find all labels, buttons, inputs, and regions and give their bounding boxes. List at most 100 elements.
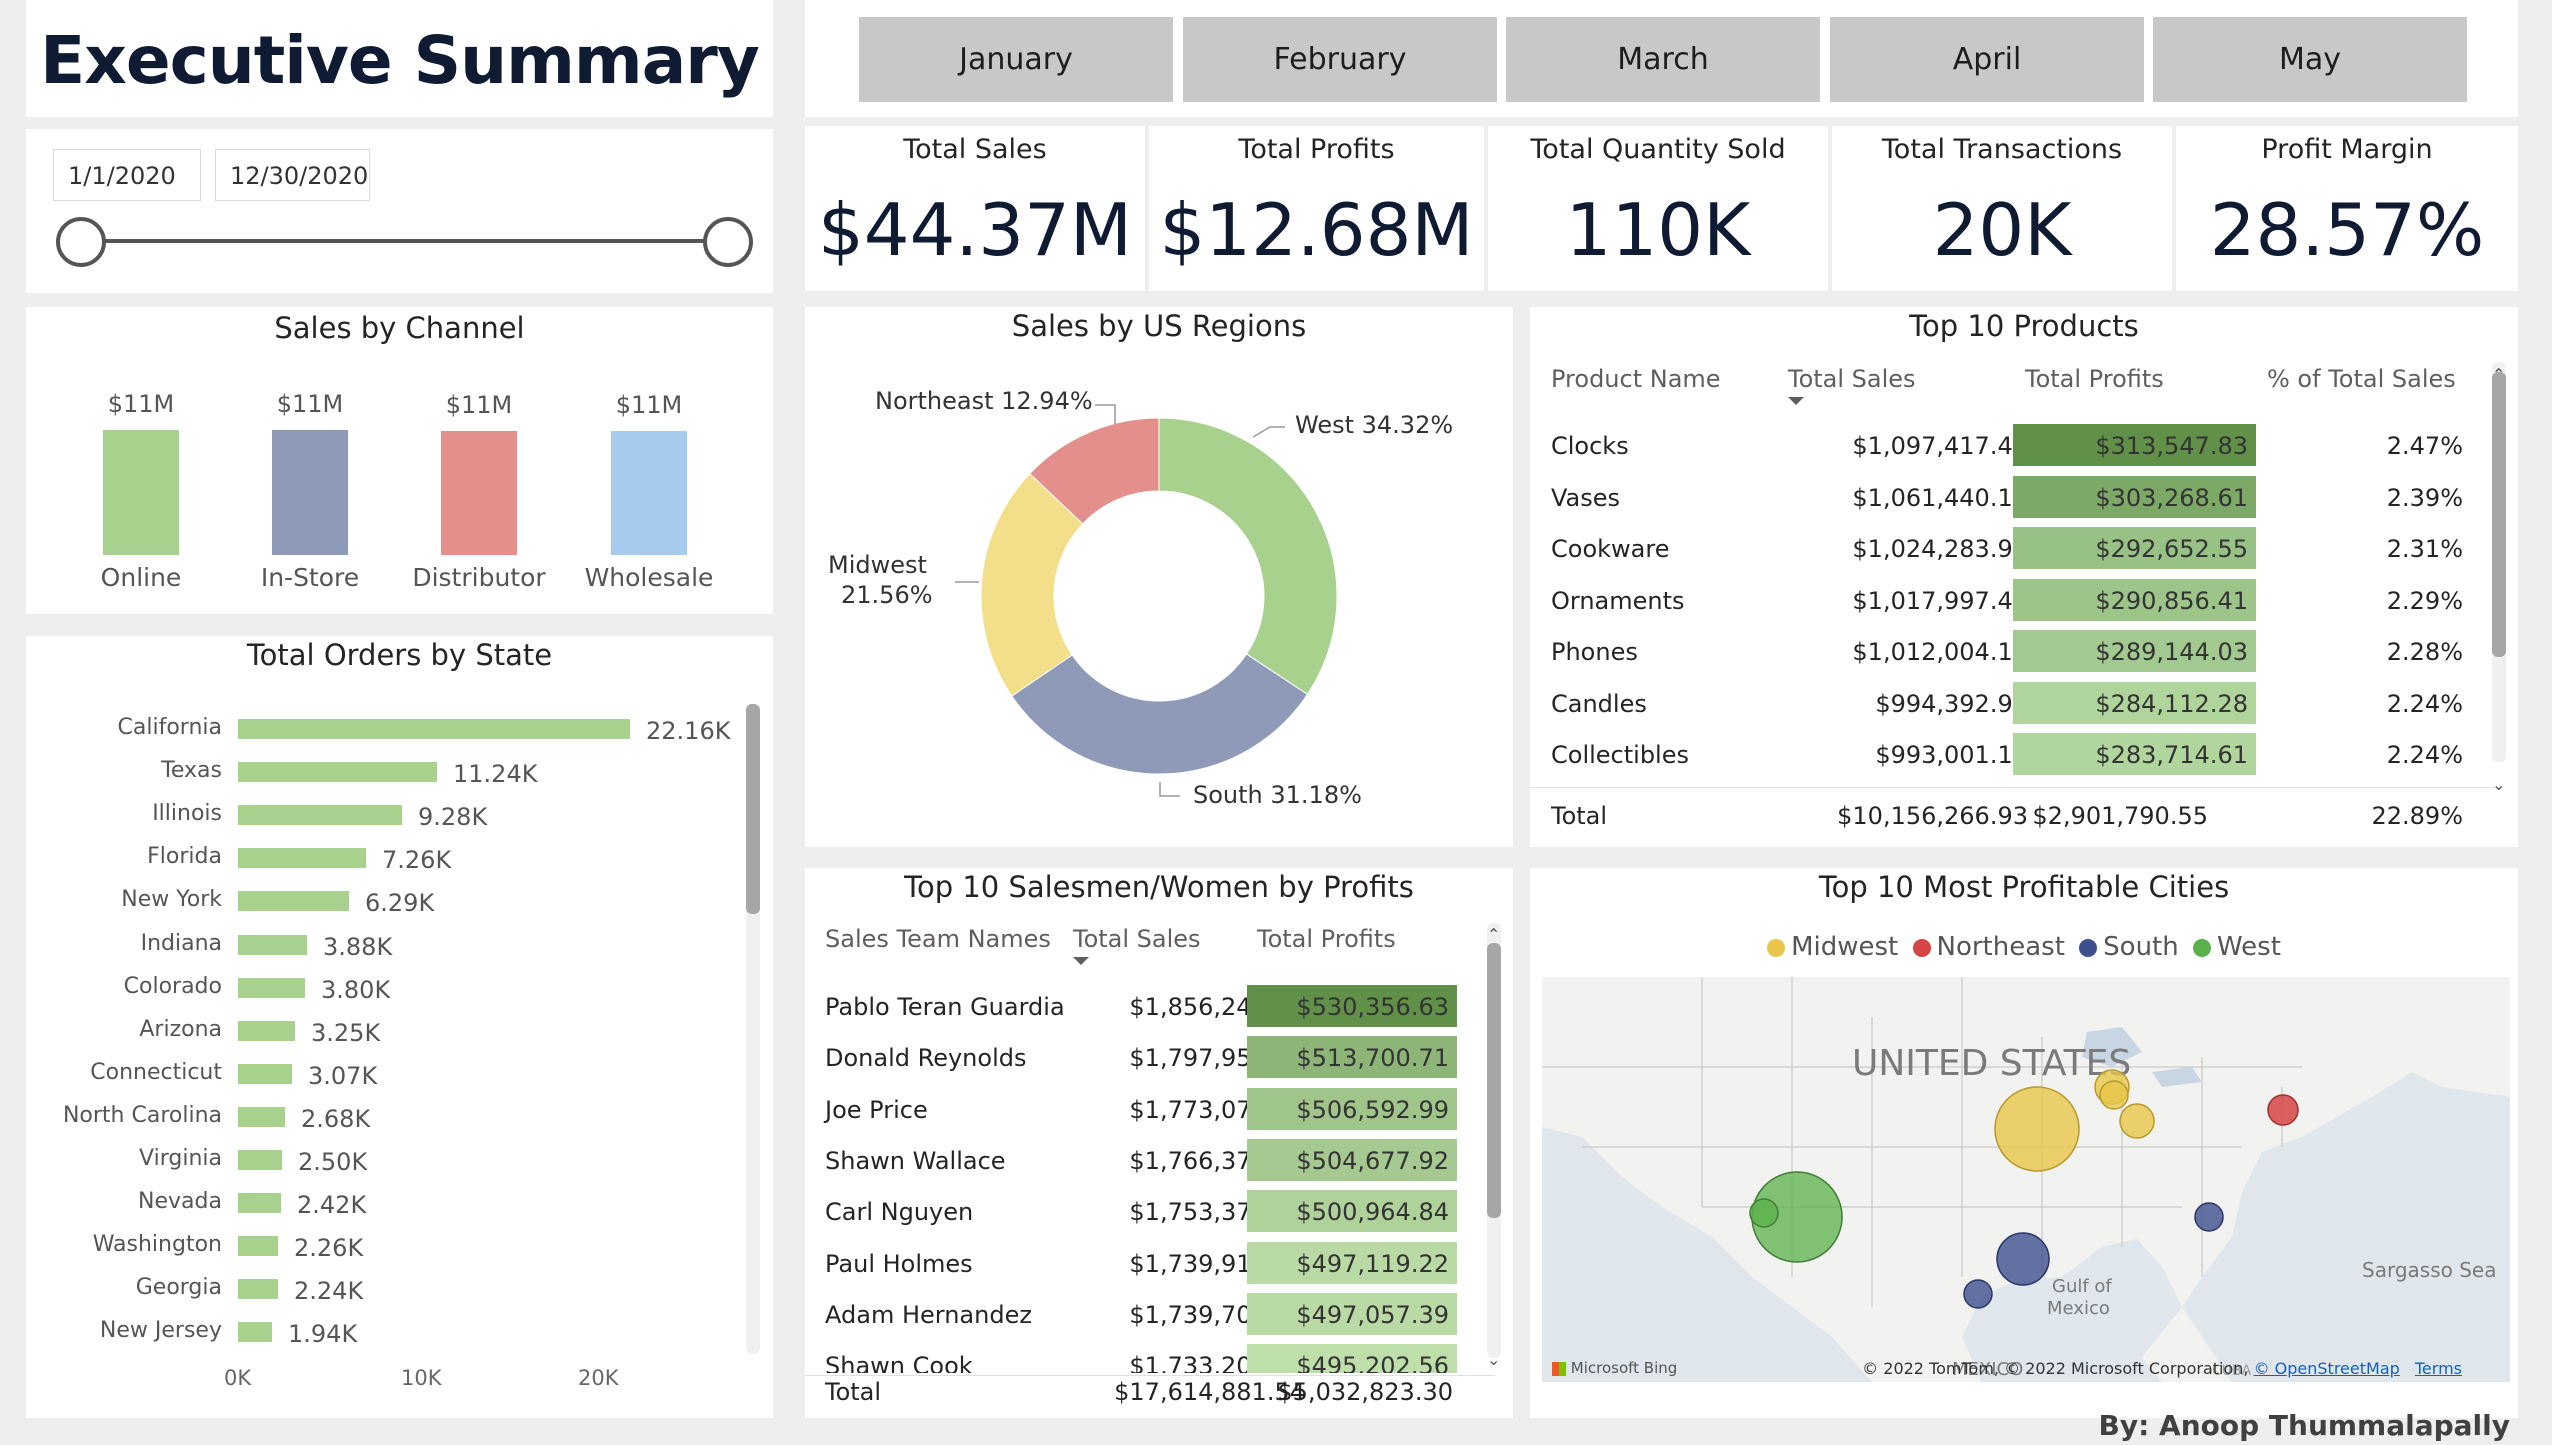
salesperson-name-cell: Paul Holmes: [825, 1249, 973, 1278]
title-panel: Executive Summary: [26, 0, 773, 117]
channel-bar[interactable]: [103, 430, 179, 555]
donut-slice-midwest[interactable]: [980, 472, 1084, 697]
legend-item-west[interactable]: West: [2193, 932, 2281, 962]
scroll-down-icon[interactable]: ⌄: [1487, 1350, 1501, 1369]
scrollbar-thumb[interactable]: [746, 704, 760, 914]
date-slider-track[interactable]: [84, 239, 734, 243]
scrollbar[interactable]: [2492, 362, 2506, 762]
legend-item-south[interactable]: South: [2079, 932, 2179, 962]
product-name-cell: Vases: [1551, 483, 1621, 512]
openstreetmap-link[interactable]: © OpenStreetMap: [2253, 1359, 2400, 1378]
channel-value-label: $11M: [107, 390, 175, 418]
state-bar[interactable]: [238, 848, 366, 869]
state-value-label: 3.07K: [308, 1061, 378, 1090]
terms-link[interactable]: Terms: [2414, 1359, 2462, 1378]
product-profit-cell: $292,652.55: [2013, 527, 2256, 569]
total-sales: $17,614,881.54: [1114, 1378, 1305, 1406]
col-header-sales-team[interactable]: Sales Team Names: [825, 925, 1051, 953]
slider-end-handle[interactable]: [703, 217, 753, 267]
channel-value-label: $11M: [615, 391, 683, 419]
city-bubble-south[interactable]: [2194, 1202, 2224, 1232]
salesperson-name-cell: Carl Nguyen: [825, 1198, 974, 1227]
sort-desc-icon[interactable]: [1788, 397, 1804, 405]
map-label-gulf-2: Mexico: [2047, 1298, 2110, 1319]
city-bubble-northeast[interactable]: [2267, 1094, 2299, 1126]
state-bar[interactable]: [238, 977, 305, 998]
legend-item-northeast[interactable]: Northeast: [1912, 932, 2065, 962]
slider-start-handle[interactable]: [56, 217, 106, 267]
state-bar[interactable]: [238, 891, 349, 912]
map-canvas[interactable]: UNITED STATES Gulf of Mexico Sargasso Se…: [1542, 977, 2510, 1382]
legend-item-midwest[interactable]: Midwest: [1767, 932, 1898, 962]
end-date-input[interactable]: 12/30/2020: [215, 149, 370, 201]
col-header-total-profits[interactable]: Total Profits: [1257, 925, 1396, 953]
kpi-card-total-sales: Total Sales $44.37M: [805, 126, 1145, 291]
month-button-february[interactable]: February: [1183, 17, 1497, 102]
scrollbar-thumb[interactable]: [1487, 943, 1501, 1218]
channel-bar[interactable]: [611, 431, 687, 555]
total-label: Total: [1551, 802, 1608, 830]
scrollbar[interactable]: [1487, 923, 1501, 1358]
state-bar[interactable]: [238, 1063, 292, 1084]
salesperson-profit-cell: $497,119.22: [1247, 1241, 1457, 1284]
salesperson-profit-cell: $530,356.63: [1247, 985, 1457, 1027]
city-bubble-midwest[interactable]: [2119, 1103, 2155, 1139]
state-bar[interactable]: [238, 1020, 295, 1041]
state-bar[interactable]: [238, 934, 307, 955]
city-bubble-west[interactable]: [1749, 1198, 1779, 1228]
col-header-total-sales[interactable]: Total Sales: [1073, 925, 1201, 953]
channel-category-label: In-Store: [260, 563, 360, 592]
kpi-value: 28.57%: [2209, 188, 2485, 272]
total-profits: $2,901,790.55: [2032, 802, 2208, 830]
month-button-january[interactable]: January: [859, 17, 1173, 102]
donut-slice-west[interactable]: [1158, 417, 1338, 696]
city-bubble-midwest[interactable]: [1994, 1086, 2080, 1172]
state-bar[interactable]: [238, 805, 402, 826]
salesperson-profit-cell: $504,677.92: [1247, 1138, 1457, 1181]
month-button-may[interactable]: May: [2153, 17, 2467, 102]
salesperson-profit-cell: $513,700.71: [1247, 1036, 1457, 1079]
month-slicer: January February March April May: [805, 0, 2518, 117]
col-header-total-sales[interactable]: Total Sales: [1788, 365, 1916, 393]
scroll-down-icon[interactable]: ⌄: [2492, 775, 2506, 794]
kpi-label: Total Sales: [903, 134, 1047, 165]
date-slicer: 1/1/2020 12/30/2020: [26, 129, 773, 293]
donut-slice-south[interactable]: [1011, 653, 1309, 775]
channel-bar[interactable]: [441, 431, 517, 555]
city-bubble-south[interactable]: [1996, 1232, 2050, 1286]
state-label: Colorado: [123, 973, 222, 999]
sort-desc-icon[interactable]: [1073, 957, 1089, 965]
state-bar[interactable]: [238, 1279, 278, 1300]
scroll-up-icon[interactable]: ⌃: [2492, 365, 2506, 384]
legend-dot-south: [2079, 938, 2098, 957]
scrollbar[interactable]: [746, 704, 760, 1354]
state-bar[interactable]: [238, 1150, 282, 1170]
col-header-total-profits[interactable]: Total Profits: [2025, 365, 2164, 393]
col-header-pct-sales[interactable]: % of Total Sales: [2267, 365, 2456, 393]
state-bar[interactable]: [238, 1236, 278, 1257]
channel-value-label: $11M: [445, 391, 513, 419]
state-bar[interactable]: [238, 719, 630, 739]
kpi-label: Total Transactions: [1881, 134, 2123, 165]
map-label-gulf: Gulf of: [2052, 1276, 2112, 1297]
donut-chart-svg: [955, 404, 1338, 797]
donut-slice-northeast[interactable]: [1028, 417, 1160, 525]
state-label: Georgia: [135, 1275, 222, 1301]
city-bubble-south[interactable]: [1963, 1279, 1993, 1309]
state-label: New York: [121, 887, 222, 913]
state-bar[interactable]: [238, 1322, 272, 1343]
start-date-input[interactable]: 1/1/2020: [53, 149, 201, 201]
legend-dot-northeast: [1912, 938, 1931, 957]
state-bar[interactable]: [238, 762, 437, 783]
channel-bar[interactable]: [272, 430, 348, 555]
great-lakes: [2082, 1027, 2142, 1067]
state-bar[interactable]: [238, 1106, 285, 1127]
scroll-up-icon[interactable]: ⌃: [1487, 925, 1501, 944]
product-profit-cell: $303,268.61: [2013, 475, 2256, 518]
month-button-march[interactable]: March: [1506, 17, 1820, 102]
col-header-product[interactable]: Product Name: [1551, 365, 1721, 393]
scrollbar-thumb[interactable]: [2492, 372, 2506, 657]
city-bubble-midwest[interactable]: [2099, 1080, 2129, 1110]
state-bar[interactable]: [238, 1193, 281, 1214]
month-button-april[interactable]: April: [1830, 17, 2144, 102]
